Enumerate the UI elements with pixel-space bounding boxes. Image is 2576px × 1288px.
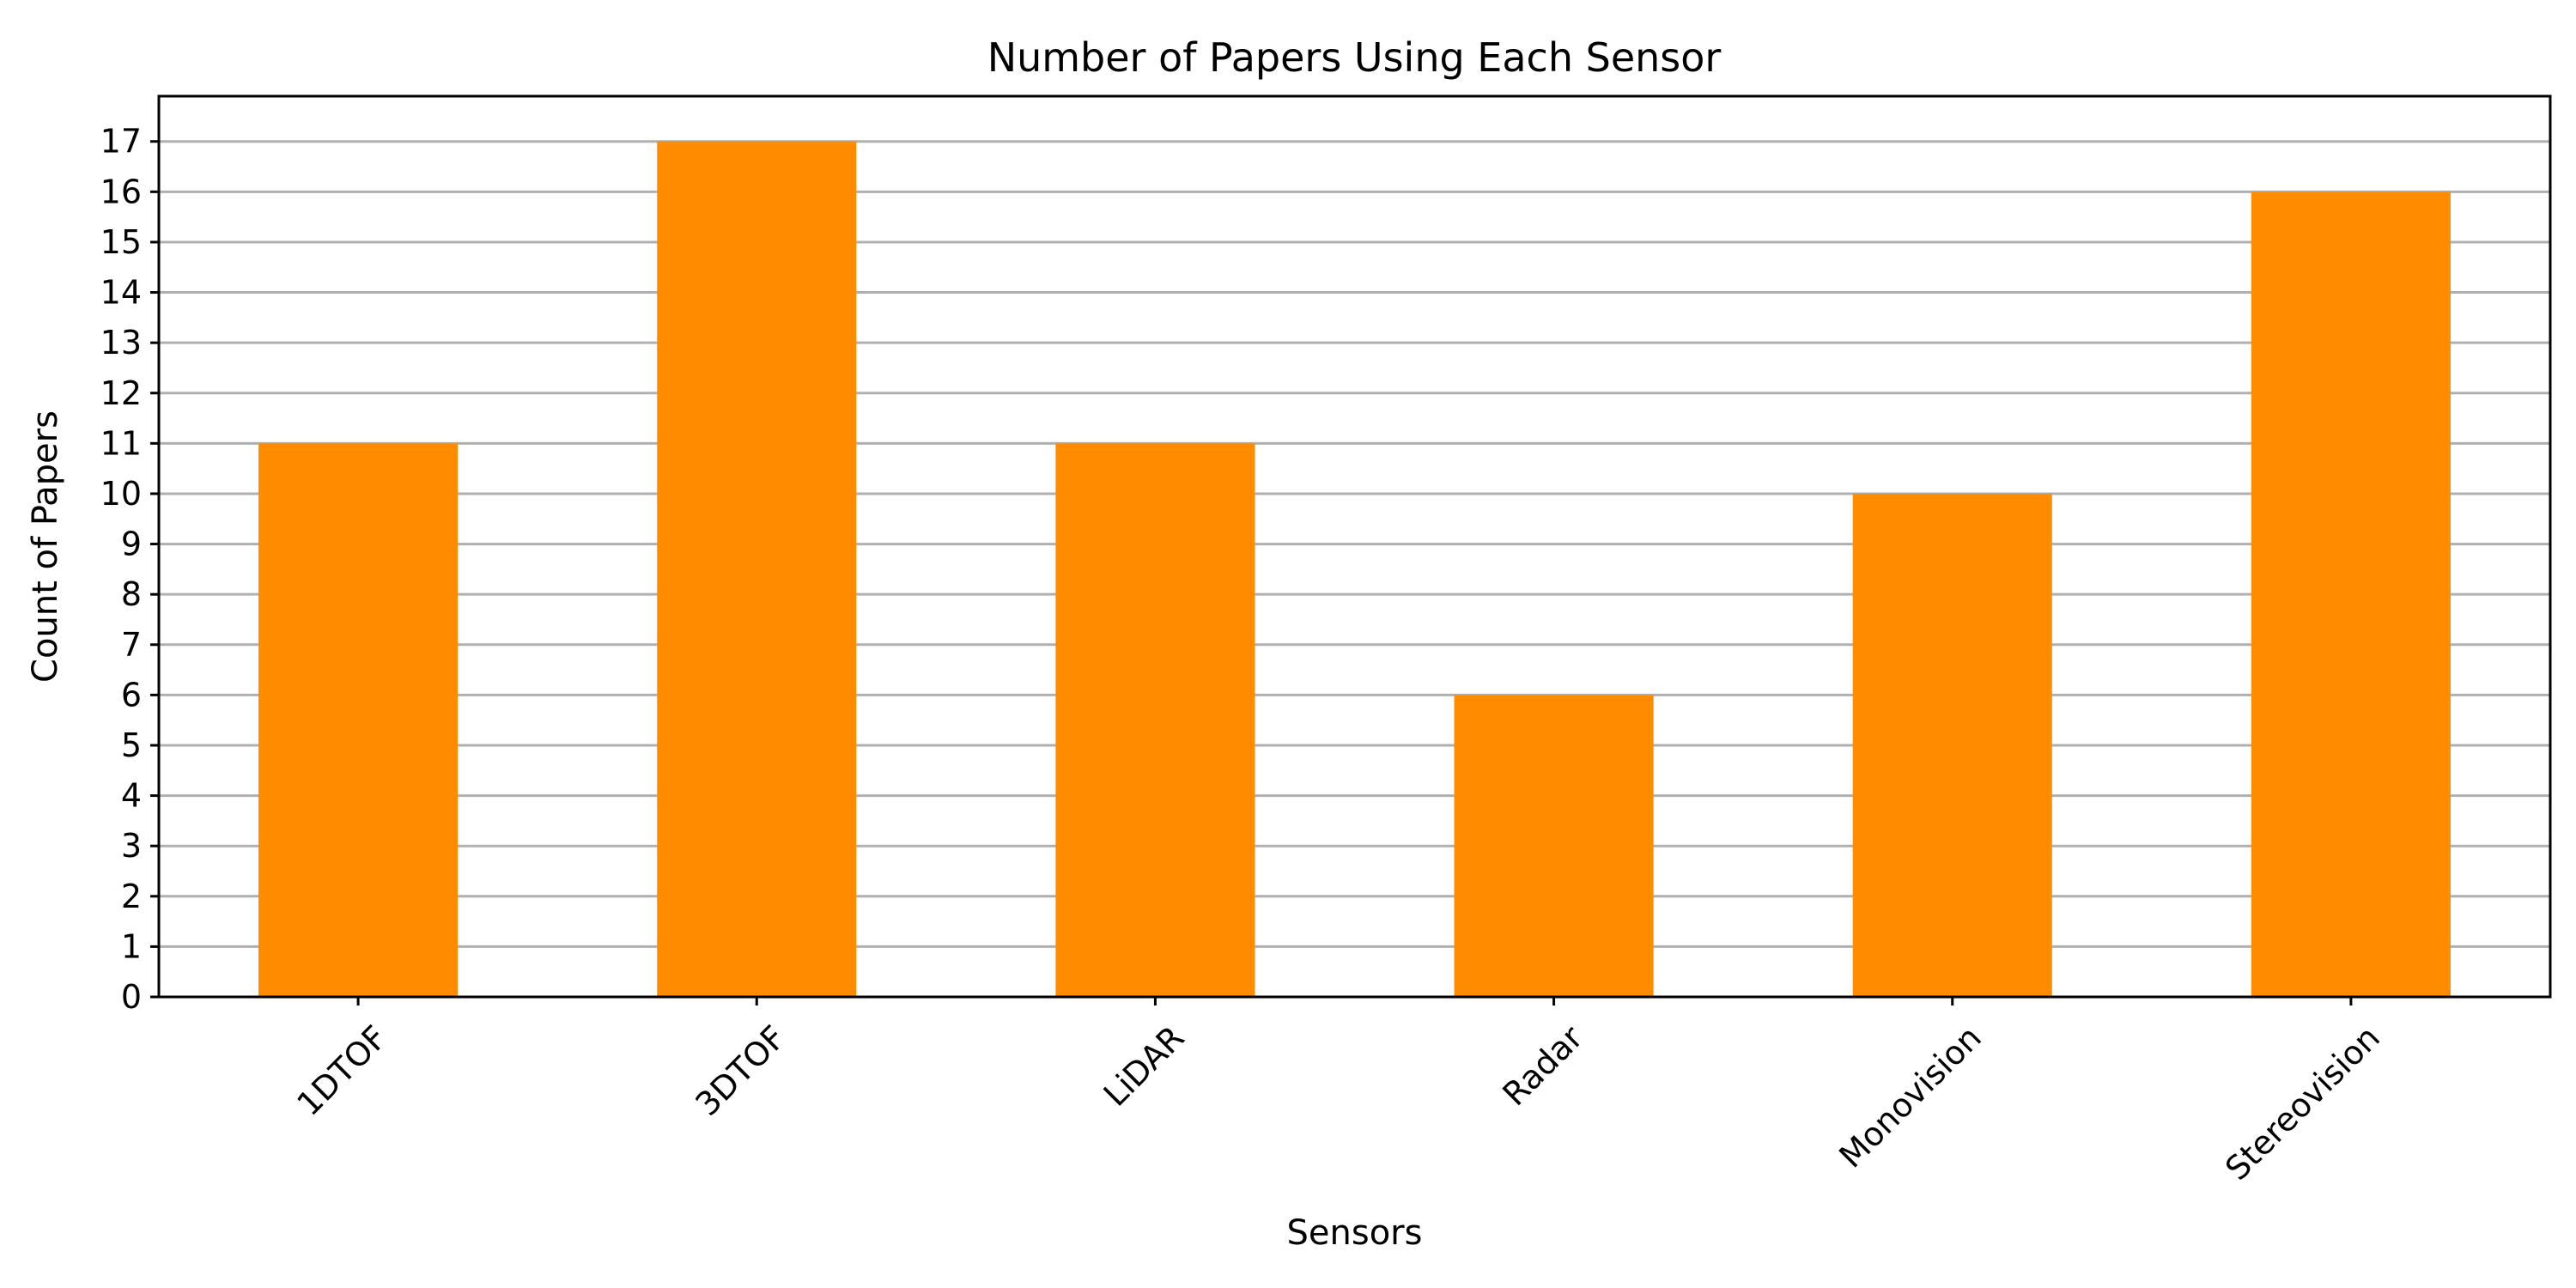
x-tick-label: 3DTOF [688,1018,793,1123]
x-axis: 1DTOF 3DTOF LiDAR Radar Monovision Stereovisi… [289,997,2387,1188]
x-tick-label: 1DTOF [289,1018,394,1123]
x-tick-label: Monovision [1832,1018,1989,1176]
gridlines [159,140,2550,999]
y-tick-label: 10 [100,475,142,513]
y-tick-label: 0 [121,978,142,1016]
y-tick-label: 2 [121,878,142,915]
y-tick-label: 8 [121,575,142,613]
y-tick-label: 9 [121,526,142,563]
y-axis-label: Count of Papers [26,410,65,683]
y-tick-label: 15 [100,223,142,261]
y-tick-label: 4 [121,777,142,815]
y-tick-label: 5 [121,726,142,764]
x-axis-label: Sensors [1287,1213,1423,1253]
bar-1dtof [258,443,459,997]
x-tick-label: Stereovision [2218,1018,2387,1188]
plot-area-frame [157,94,2552,999]
y-tick-label: 12 [100,374,142,412]
bar-3dtof [657,141,857,997]
y-tick-label: 7 [121,626,142,664]
y-tick-label: 17 [100,123,142,161]
x-tick-label: Radar [1496,1018,1590,1113]
bar-lidar [1055,443,1255,997]
y-tick-label: 13 [100,324,142,361]
bar-radar [1454,695,1654,997]
y-tick-label: 1 [121,927,142,965]
y-tick-label: 14 [100,274,142,312]
bar-monovision [1852,493,2052,997]
y-tick-label: 11 [100,424,142,462]
chart-title: Number of Papers Using Each Sensor [987,34,1722,81]
x-tick-label: LiDAR [1097,1018,1192,1114]
bar-stereovision [2251,191,2451,997]
y-tick-label: 16 [100,173,142,210]
y-tick-label: 3 [121,827,142,865]
bars [258,141,2451,997]
y-tick-label: 6 [121,676,142,714]
